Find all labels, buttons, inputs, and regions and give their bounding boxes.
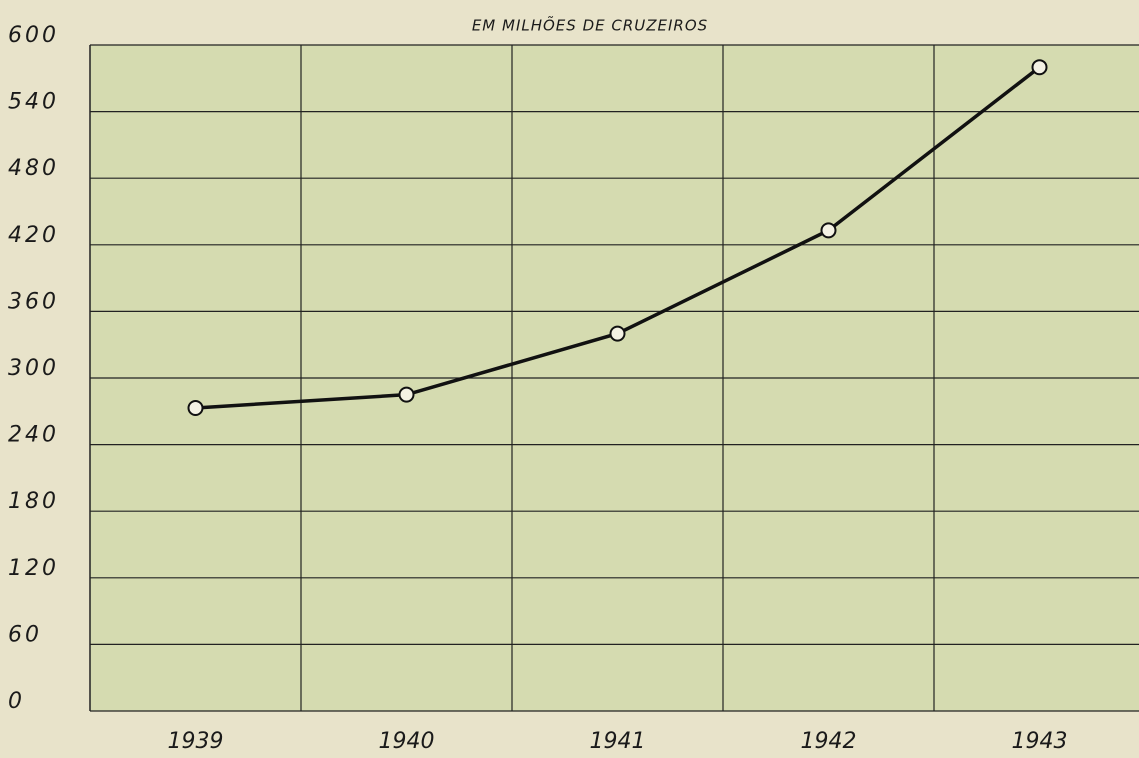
y-tick-label: 180 xyxy=(8,489,59,514)
y-tick-label: 540 xyxy=(8,90,59,115)
y-tick-label: 240 xyxy=(8,423,59,448)
y-tick-label: 0 xyxy=(8,689,25,714)
point xyxy=(187,399,204,416)
x-tick-label: 1940 xyxy=(379,729,435,754)
x-tick-label: 1939 xyxy=(168,729,224,754)
point xyxy=(398,386,415,403)
y-tick-label: 300 xyxy=(8,356,59,381)
x-tick-label: 1942 xyxy=(801,729,857,754)
y-tick-label: 600 xyxy=(8,23,59,48)
y-tick-label: 60 xyxy=(8,622,42,647)
x-tick-label: 1943 xyxy=(1012,729,1068,754)
point xyxy=(820,222,837,239)
point xyxy=(609,325,626,342)
point xyxy=(1031,59,1048,76)
chart-title: EM MILHÕES DE CRUZEIROS xyxy=(472,16,708,35)
x-tick-label: 1941 xyxy=(590,729,646,754)
y-tick-label: 120 xyxy=(8,556,59,581)
y-tick-label: 360 xyxy=(8,289,59,314)
y-tick-label: 420 xyxy=(8,223,59,248)
y-tick-label: 480 xyxy=(8,156,59,181)
